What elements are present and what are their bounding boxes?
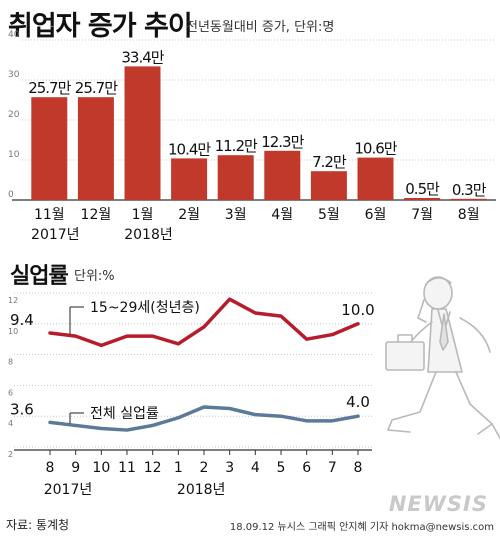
page-subtitle: 전년동월대비 증가, 단위:명 xyxy=(186,20,335,35)
bar-value-label: 7.2만 xyxy=(312,153,347,171)
source-label: 자료: 통계청 xyxy=(6,518,70,532)
bar xyxy=(171,158,208,200)
newsis-watermark: NEWSIS xyxy=(388,492,488,516)
x-tick-label: 12 xyxy=(144,460,162,476)
series-name-label: 15~29세(청년층) xyxy=(90,300,200,316)
y-tick-label: 6 xyxy=(8,388,13,397)
x-tick-label: 5 xyxy=(277,460,286,476)
y-tick-label: 4 xyxy=(8,419,13,428)
unemployment-section-title: 실업률 xyxy=(10,264,69,289)
x-tick-label: 8 xyxy=(354,460,363,476)
credit-label: 18.09.12 뉴시스 그래픽 안지혜 기자 hokma@newsis.com xyxy=(229,522,494,533)
y-tick-label: 12 xyxy=(8,296,18,305)
x-tick-label: 11월 xyxy=(34,207,65,223)
year-label: 2017년 xyxy=(44,482,93,498)
y-tick-label: 0 xyxy=(8,190,14,200)
x-tick-label: 1 xyxy=(174,460,183,476)
series-line xyxy=(48,297,360,348)
year-label: 2018년 xyxy=(177,482,226,498)
series-start-label: 3.6 xyxy=(10,400,34,418)
x-tick-label: 8 xyxy=(46,460,55,476)
bar-value-label: 25.7만 xyxy=(75,79,118,97)
bar-value-label: 25.7만 xyxy=(28,79,71,97)
series-end-label: 4.0 xyxy=(346,393,370,411)
y-tick-label: 10 xyxy=(8,327,18,336)
bar xyxy=(217,155,254,200)
series-start-label: 9.4 xyxy=(10,311,34,329)
x-tick-label: 3 xyxy=(225,460,234,476)
series-line xyxy=(48,405,360,432)
x-tick-label: 6월 xyxy=(365,207,387,223)
x-tick-label: 10 xyxy=(92,460,110,476)
bar xyxy=(264,150,301,200)
y-tick-label: 10 xyxy=(8,150,20,160)
bar-value-label: 0.5만 xyxy=(405,180,440,198)
bar xyxy=(357,157,394,200)
bar xyxy=(404,198,441,200)
series-name-label: 전체 실업률 xyxy=(90,406,159,422)
bar xyxy=(77,97,114,200)
x-tick-label: 11 xyxy=(118,460,136,476)
employment-bar-chart: 0 10 20 30 40 25.7만 11월 25.7만 12월 33.4만 1월 10.4만 2월 1… xyxy=(8,30,496,243)
bar-value-label: 10.4만 xyxy=(168,140,211,158)
year-label: 2018년 xyxy=(124,227,173,243)
page-title: 취업자 증가 추이 xyxy=(8,11,193,42)
bar-value-label: 11.2만 xyxy=(215,137,258,155)
x-tick-label: 9 xyxy=(71,460,80,476)
x-tick-label: 5월 xyxy=(318,207,340,223)
x-tick-label: 12월 xyxy=(81,207,112,223)
y-tick-label: 2 xyxy=(8,450,13,459)
y-tick-label: 20 xyxy=(8,110,20,120)
x-tick-label: 7 xyxy=(328,460,337,476)
bar-value-label: 10.6만 xyxy=(354,140,397,158)
bar xyxy=(124,66,161,201)
bar xyxy=(310,171,347,200)
unemployment-unit-label: 단위:% xyxy=(74,269,115,284)
x-tick-label: 7월 xyxy=(411,207,433,223)
bar xyxy=(31,97,68,200)
y-tick-label: 40 xyxy=(8,30,20,40)
x-tick-label: 2월 xyxy=(178,207,200,223)
bar-value-label: 0.3만 xyxy=(452,181,487,199)
x-tick-label: 6 xyxy=(302,460,311,476)
bar xyxy=(450,198,487,200)
y-tick-label: 8 xyxy=(8,358,13,367)
y-tick-label: 30 xyxy=(8,70,20,80)
x-tick-label: 4 xyxy=(251,460,260,476)
x-tick-label: 8월 xyxy=(458,207,480,223)
year-label: 2017년 xyxy=(31,227,80,243)
bar-value-label: 33.4만 xyxy=(121,48,164,66)
series-end-label: 10.0 xyxy=(341,301,374,319)
x-tick-label: 4월 xyxy=(271,207,293,223)
x-tick-label: 3월 xyxy=(225,207,247,223)
x-tick-label: 1월 xyxy=(132,207,154,223)
bar-value-label: 12.3만 xyxy=(261,133,304,151)
x-tick-label: 2 xyxy=(200,460,209,476)
